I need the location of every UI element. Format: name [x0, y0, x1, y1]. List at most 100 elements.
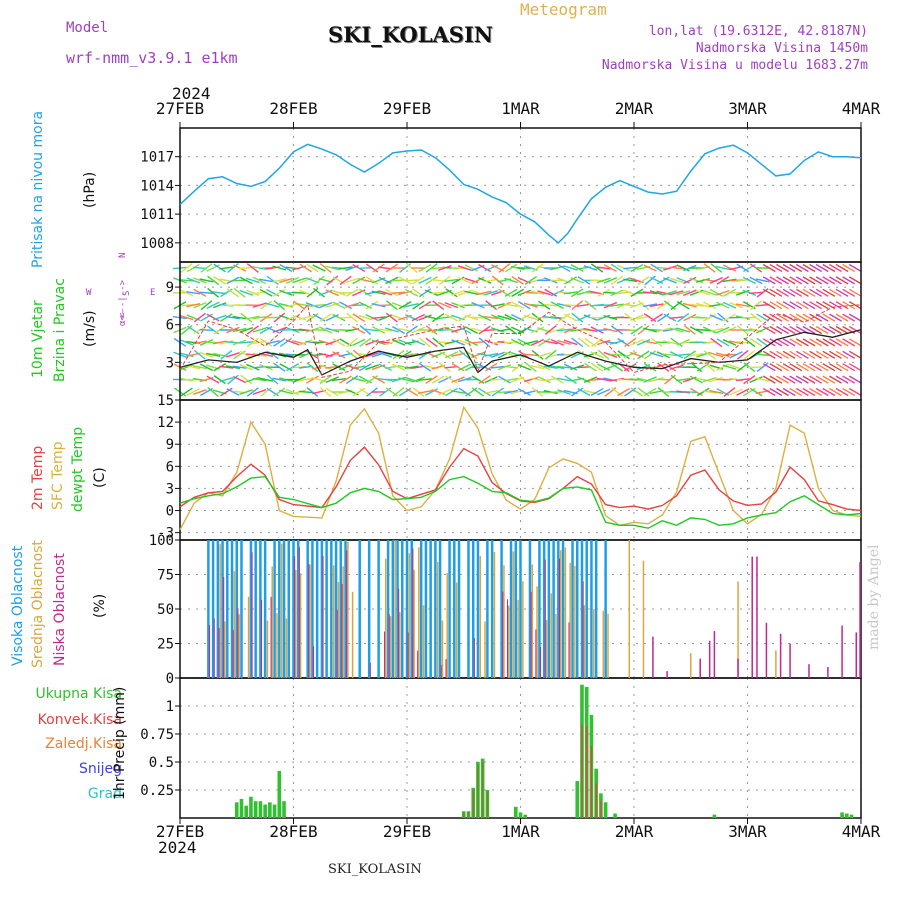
wind-vector: [491, 314, 505, 321]
wind-vector: [530, 290, 545, 295]
wind-vector: [325, 289, 339, 297]
wind-vector: [789, 350, 803, 359]
wind-vector: [477, 276, 492, 284]
wind-vector: [465, 387, 478, 397]
pressure-line: [179, 143, 862, 244]
cloud-bar: [808, 664, 810, 678]
wind-vector: [371, 316, 386, 319]
wind-vector: [722, 264, 737, 272]
wind-vector: [306, 263, 319, 273]
wind-vector: [662, 353, 677, 357]
cloud-bar: [410, 540, 413, 678]
wind-vector: [669, 290, 684, 296]
wind-vector: [199, 278, 214, 283]
x-tick-label-bottom: 1MAR: [501, 822, 540, 841]
cloud-bar: [266, 620, 269, 678]
wind-vector: [537, 351, 552, 358]
wind-vector: [298, 303, 313, 307]
wind-vector: [260, 387, 273, 397]
legend-conv: Konvek.Kisa: [37, 712, 122, 728]
wind-vector: [677, 312, 690, 323]
wind-vector: [319, 313, 332, 322]
wind-vector: [756, 288, 769, 298]
wind-vector: [378, 328, 393, 332]
wind-vector: [239, 389, 254, 395]
cloud-bar: [471, 540, 475, 678]
wind-vector: [782, 301, 796, 310]
cloud-bar: [530, 591, 532, 678]
wind-vector: [755, 353, 770, 357]
wind-vector: [649, 352, 664, 358]
wind-vector: [570, 264, 584, 272]
cloud-bar: [756, 556, 758, 678]
wind-vector: [398, 377, 413, 382]
wind-vector: [623, 266, 638, 270]
cloud-bar: [207, 540, 210, 678]
wind-vector: [623, 328, 638, 332]
wind-vector: [829, 375, 842, 384]
precip-conv-bar: [595, 783, 597, 818]
wind-vector: [345, 375, 359, 385]
cloud-bar: [276, 613, 278, 678]
wind-vector: [213, 263, 226, 273]
wind-vector: [478, 375, 491, 385]
wind-vector: [550, 338, 565, 346]
cloud-bar: [506, 599, 508, 678]
wind-vector: [186, 277, 201, 284]
wind-vector: [703, 301, 717, 310]
wind-vector: [802, 363, 816, 372]
wind-vector: [233, 350, 246, 360]
wind-vector: [556, 328, 572, 332]
cloud-bar: [251, 552, 253, 678]
wind-vector: [338, 266, 353, 270]
wind-vector: [199, 291, 214, 295]
wind-vector: [537, 290, 552, 296]
cloud-bar: [775, 650, 777, 678]
precip-bar: [282, 801, 286, 818]
cloud-bar: [517, 599, 519, 678]
wind-vector: [419, 337, 431, 348]
wind-vector: [848, 350, 862, 359]
x-tick-label-bottom: 2MAR: [615, 822, 654, 841]
wind-vector: [279, 314, 293, 321]
cloud-bar: [292, 540, 295, 678]
cloud-bar: [271, 566, 273, 678]
wind-vector: [431, 278, 446, 282]
wind-vector: [822, 288, 836, 297]
wind-vector: [385, 300, 398, 311]
wind-vector: [279, 264, 293, 272]
wind-vector: [504, 263, 518, 273]
wind-vector: [749, 276, 763, 285]
wind-vector: [822, 363, 836, 372]
wind-vector: [417, 389, 432, 395]
wind-vector: [743, 337, 756, 348]
wind-vector: [351, 377, 366, 383]
temp-frame: [179, 399, 862, 541]
wind-vector: [842, 375, 856, 384]
wind-vector: [848, 276, 862, 285]
wind-vector: [239, 327, 254, 333]
wind-vector: [782, 375, 796, 384]
wind-vector: [232, 279, 247, 282]
wind-vector: [782, 387, 796, 397]
wind-vector: [776, 375, 789, 384]
wind-vector: [273, 362, 286, 372]
wind-vector: [637, 387, 650, 397]
cloud-bar: [593, 608, 595, 678]
wind-vector: [703, 263, 716, 273]
wind-vector: [425, 388, 439, 396]
cloud-bar: [341, 584, 343, 678]
cloud-bar: [309, 564, 311, 678]
wind-vector: [220, 387, 233, 397]
wind-vector: [716, 301, 730, 309]
wind-vector: [372, 326, 386, 334]
cloud-bar: [699, 658, 701, 678]
wind-vector: [829, 350, 842, 359]
wind-vector: [298, 315, 313, 321]
precip-bar: [523, 814, 528, 818]
wind-vector: [842, 387, 856, 397]
cloud-bar: [336, 609, 338, 678]
cloud-bar: [325, 540, 328, 678]
wind-vector: [729, 388, 743, 396]
wind-vector: [418, 288, 432, 298]
